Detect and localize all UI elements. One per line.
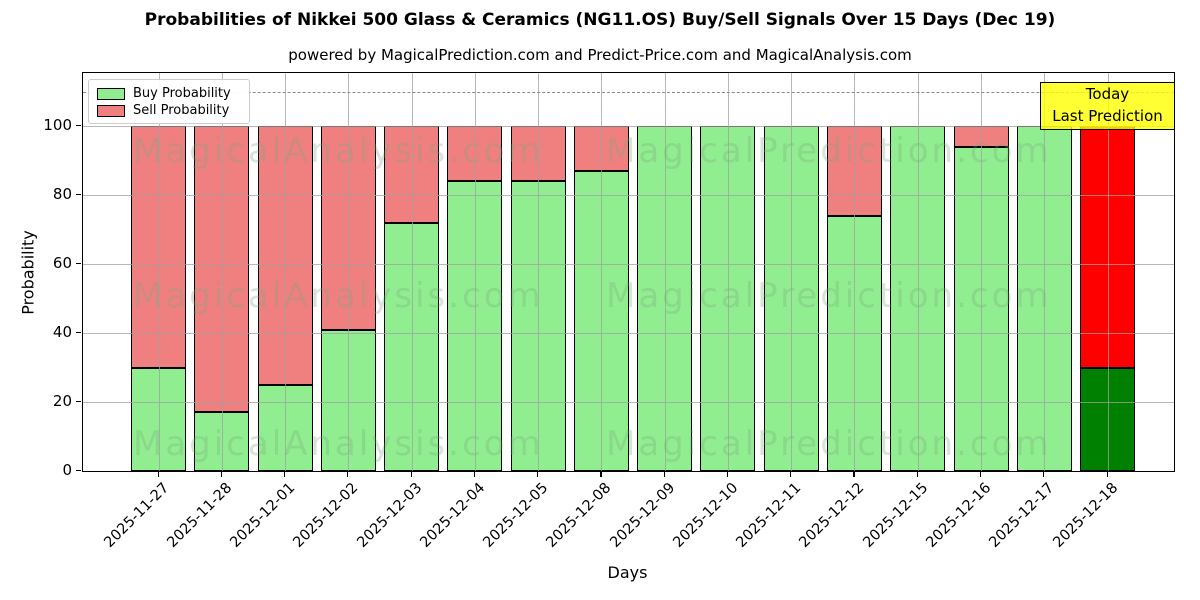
today-annotation: Today Last Prediction — [1040, 82, 1175, 130]
gridline-vertical — [1044, 73, 1046, 471]
x-tick-mark — [980, 472, 982, 477]
gridline-vertical — [221, 73, 223, 471]
legend-row-sell: Sell Probability — [97, 102, 241, 119]
x-tick-mark — [220, 472, 222, 477]
gridline-vertical — [285, 73, 287, 471]
x-tick-mark — [157, 472, 159, 477]
watermark-prediction: MagicalPrediction.com — [606, 276, 1052, 316]
gridline-horizontal — [83, 126, 1174, 127]
watermark-analysis: MagicalAnalysis.com — [133, 131, 544, 171]
y-tick-label: 20 — [52, 392, 72, 410]
x-tick-mark — [1106, 472, 1108, 477]
x-tick-mark — [916, 472, 918, 477]
gridline-horizontal — [83, 402, 1174, 403]
y-axis-title: Probability — [18, 230, 38, 315]
today-annotation-line1: Today — [1085, 85, 1130, 104]
legend-buy-label: Buy Probability — [133, 86, 231, 101]
gridline-vertical — [664, 73, 666, 471]
y-tick-label: 80 — [52, 185, 72, 203]
sell-color-swatch — [97, 104, 125, 117]
x-tick-mark — [790, 472, 792, 477]
watermark-prediction: MagicalPrediction.com — [606, 424, 1052, 464]
y-tick-mark — [76, 401, 81, 403]
chart-subtitle: powered by MagicalPrediction.com and Pre… — [288, 46, 912, 64]
gridline-vertical — [727, 73, 729, 471]
threshold-dashed-line — [83, 91, 1174, 93]
gridline-vertical — [538, 73, 540, 471]
y-tick-mark — [76, 125, 81, 127]
legend-row-buy: Buy Probability — [97, 85, 241, 102]
y-tick-label: 0 — [62, 461, 72, 479]
plot-area: MagicalAnalysis.com MagicalPrediction.com… — [82, 72, 1175, 472]
legend: Buy Probability Sell Probability — [88, 79, 250, 124]
gridline-horizontal — [83, 264, 1174, 265]
y-tick-label: 60 — [52, 254, 72, 272]
chart-title: Probabilities of Nikkei 500 Glass & Cera… — [144, 10, 1056, 30]
gridline-vertical — [854, 73, 856, 471]
watermark-analysis: MagicalAnalysis.com — [133, 276, 544, 316]
y-tick-mark — [76, 194, 81, 196]
y-tick-label: 100 — [43, 116, 72, 134]
x-tick-mark — [473, 472, 476, 477]
gridline-vertical — [411, 73, 413, 471]
x-tick-mark — [410, 472, 412, 477]
gridline-vertical — [474, 73, 476, 471]
gridline-vertical — [158, 73, 160, 471]
y-tick-label: 40 — [52, 323, 72, 341]
watermark-prediction: MagicalPrediction.com — [606, 131, 1052, 171]
y-tick-mark — [76, 263, 81, 265]
gridline-vertical — [601, 73, 603, 471]
today-annotation-line2: Last Prediction — [1052, 107, 1163, 125]
x-tick-mark — [600, 472, 602, 477]
watermark-analysis: MagicalAnalysis.com — [133, 424, 544, 464]
x-axis-title: Days — [607, 563, 648, 582]
y-tick-mark — [76, 332, 81, 334]
x-tick-mark — [284, 472, 286, 477]
buy-color-swatch — [97, 87, 125, 100]
x-tick-mark — [537, 472, 539, 477]
x-tick-mark — [663, 472, 665, 477]
x-tick-mark — [347, 472, 349, 477]
gridline-vertical — [791, 73, 793, 471]
y-tick-mark — [76, 470, 81, 472]
x-tick-mark — [726, 472, 729, 477]
gridline-vertical — [917, 73, 919, 471]
gridline-vertical — [981, 73, 982, 471]
gridline-vertical — [348, 73, 350, 471]
gridline-horizontal — [83, 333, 1174, 334]
x-tick-label: 2025-11-27 — [100, 480, 172, 551]
gridline-vertical — [1107, 73, 1109, 471]
gridline-horizontal — [83, 195, 1174, 196]
x-tick-mark — [1043, 472, 1045, 477]
legend-sell-label: Sell Probability — [133, 103, 230, 118]
x-tick-mark — [853, 472, 855, 477]
